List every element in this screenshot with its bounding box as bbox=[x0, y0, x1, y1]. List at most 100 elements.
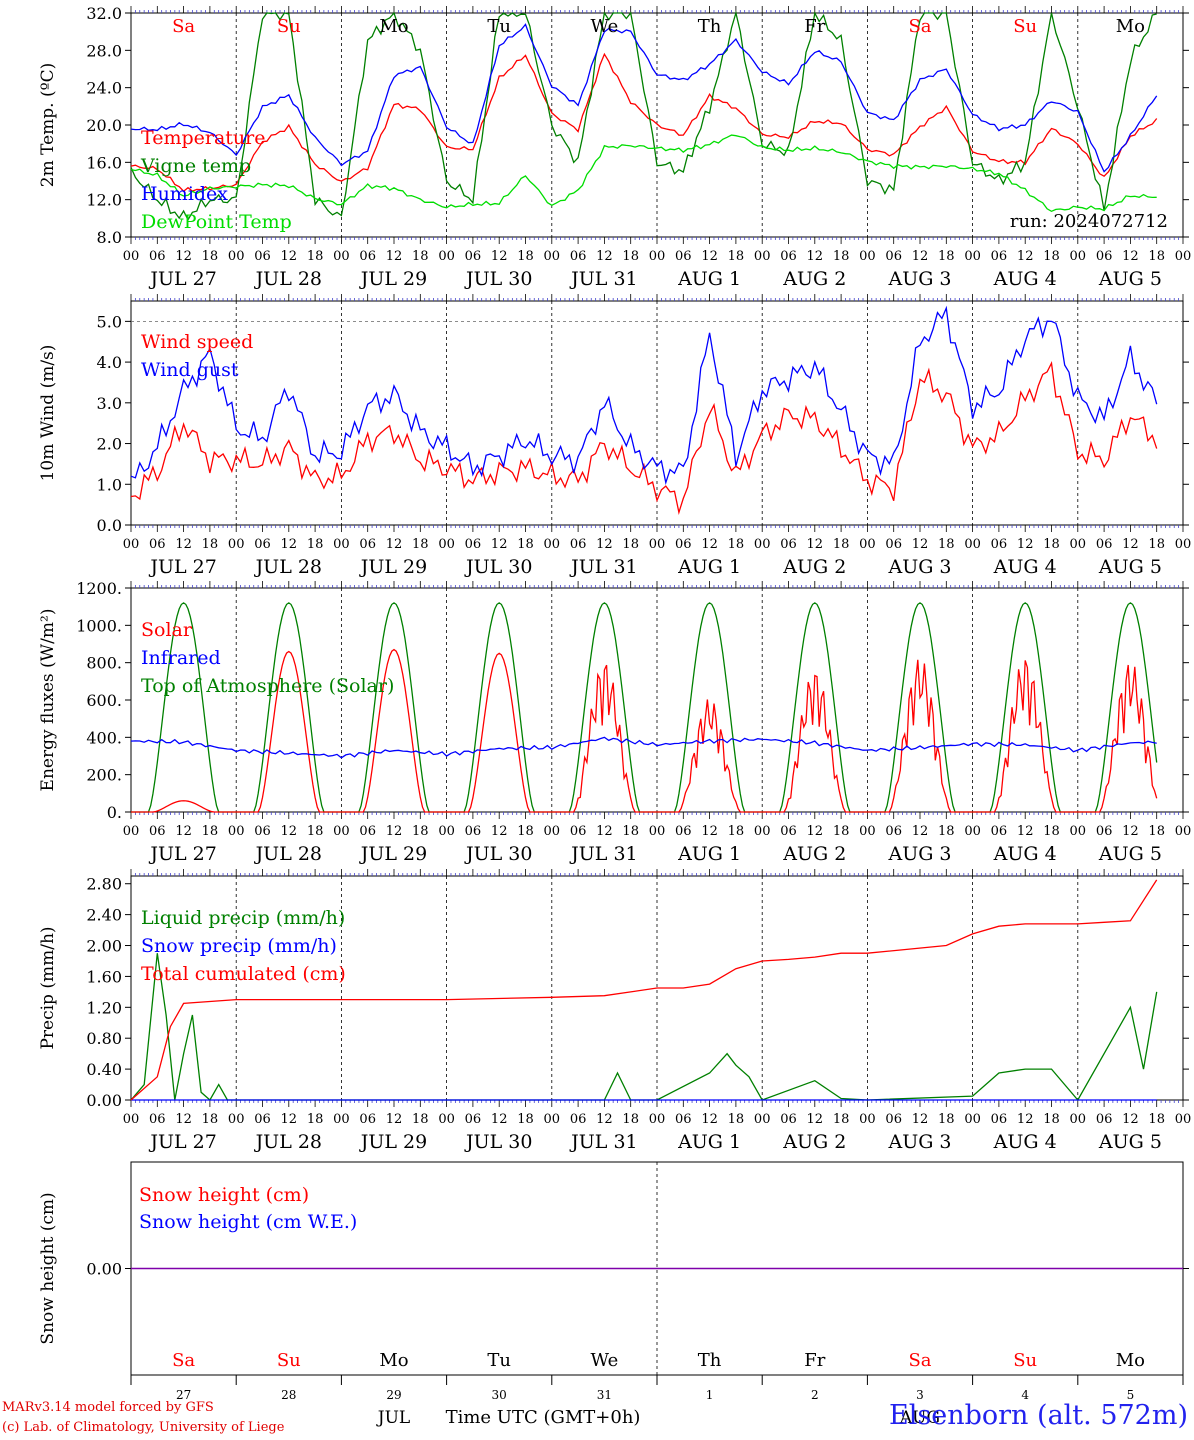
hour-tick-label: 00 bbox=[1070, 249, 1087, 264]
month-label: AUG bbox=[899, 1408, 940, 1428]
hour-tick-label: 00 bbox=[964, 1112, 981, 1127]
hour-tick-label: 06 bbox=[885, 537, 902, 552]
series-line-total-cumulated bbox=[130, 879, 1158, 1101]
series-line-dewpoint-temp bbox=[130, 134, 1157, 213]
date-label: JUL 27 bbox=[148, 1131, 216, 1153]
hour-tick-label: 06 bbox=[991, 249, 1008, 264]
hour-tick-label: 12 bbox=[175, 1112, 192, 1127]
hour-tick-label: 06 bbox=[780, 537, 797, 552]
hour-tick-label: 00 bbox=[438, 824, 455, 839]
plot-frame bbox=[130, 300, 1184, 526]
weekday-label: Sa bbox=[908, 1350, 931, 1371]
hour-tick-label: 00 bbox=[544, 537, 561, 552]
date-label: JUL 28 bbox=[254, 1131, 322, 1153]
hour-tick-label: 12 bbox=[491, 1112, 508, 1127]
y-tick-label: 0.40 bbox=[86, 1060, 122, 1079]
hour-tick-label: 18 bbox=[202, 537, 219, 552]
hour-tick-label: 12 bbox=[701, 249, 718, 264]
hour-tick-label: 18 bbox=[938, 1112, 955, 1127]
hour-tick-label: 00 bbox=[333, 249, 350, 264]
y-tick-label: 1.0 bbox=[97, 475, 122, 494]
weekday-label: Sa bbox=[908, 16, 931, 37]
hour-tick-label: 18 bbox=[622, 1112, 639, 1127]
hour-tick-label: 12 bbox=[386, 1112, 403, 1127]
date-label: AUG 5 bbox=[1098, 556, 1162, 578]
legend-entry: Vigne temp bbox=[140, 155, 251, 177]
hour-tick-label: 18 bbox=[202, 1112, 219, 1127]
hour-tick-label: 00 bbox=[859, 249, 876, 264]
hour-tick-label: 06 bbox=[254, 537, 271, 552]
date-label: AUG 5 bbox=[1098, 843, 1162, 865]
date-label: AUG 3 bbox=[887, 268, 951, 290]
hour-tick-label: 18 bbox=[833, 249, 850, 264]
date-label: JUL 29 bbox=[359, 556, 427, 578]
hour-tick-label: 18 bbox=[517, 537, 534, 552]
date-label: JUL 31 bbox=[569, 843, 637, 865]
hour-tick-label: 06 bbox=[991, 824, 1008, 839]
hour-tick-label: 00 bbox=[228, 249, 245, 264]
date-label: JUL 31 bbox=[569, 268, 637, 290]
hour-tick-label: 18 bbox=[1043, 249, 1060, 264]
lab-credit: (c) Lab. of Climatology, University of L… bbox=[2, 1420, 285, 1435]
hour-tick-label: 18 bbox=[1043, 1112, 1060, 1127]
hour-tick-label: 06 bbox=[465, 824, 482, 839]
run-annotation: run: 2024072712 bbox=[1010, 211, 1168, 232]
hour-tick-label: 00 bbox=[123, 249, 140, 264]
hour-tick-label: 12 bbox=[912, 537, 929, 552]
hour-tick-label: 18 bbox=[1148, 249, 1165, 264]
y-tick-label: 400. bbox=[86, 728, 122, 747]
month-label: JUL bbox=[376, 1408, 410, 1428]
hour-tick-label: 00 bbox=[964, 537, 981, 552]
y-tick-label: 20.0 bbox=[86, 116, 122, 135]
x-axis-title: Time UTC (GMT+0h) bbox=[446, 1407, 641, 1428]
y-tick-label: 600. bbox=[86, 691, 122, 710]
hour-tick-label: 18 bbox=[517, 1112, 534, 1127]
date-label: AUG 1 bbox=[677, 843, 741, 865]
date-label: JUL 27 bbox=[148, 843, 216, 865]
legend-entry: Temperature bbox=[141, 127, 265, 149]
series-line-wind-speed bbox=[130, 361, 1158, 515]
legend-entry: Top of Atmosphere (Solar) bbox=[141, 675, 394, 697]
hour-tick-label: 18 bbox=[412, 249, 429, 264]
date-label: AUG 5 bbox=[1098, 1131, 1162, 1153]
y-tick-label: 24.0 bbox=[86, 79, 122, 98]
hour-tick-label: 06 bbox=[570, 1112, 587, 1127]
hour-tick-label: 12 bbox=[912, 824, 929, 839]
day-number-label: 2 bbox=[811, 1388, 819, 1402]
series-line-solar bbox=[131, 648, 1158, 813]
weekday-label: Mo bbox=[379, 1350, 408, 1371]
date-label: AUG 1 bbox=[677, 268, 741, 290]
y-axis-label: 2m Temp. (ºC) bbox=[38, 63, 58, 188]
weekday-label: Fr bbox=[804, 16, 825, 37]
hour-tick-label: 12 bbox=[807, 537, 824, 552]
hour-tick-label: 12 bbox=[281, 824, 298, 839]
hour-tick-label: 00 bbox=[438, 249, 455, 264]
date-label: AUG 3 bbox=[887, 556, 951, 578]
legend-entry: Infrared bbox=[141, 647, 221, 669]
hour-tick-label: 06 bbox=[780, 824, 797, 839]
y-tick-label: 0.00 bbox=[86, 1091, 122, 1110]
hour-tick-label: 18 bbox=[307, 824, 324, 839]
hour-tick-label: 06 bbox=[885, 824, 902, 839]
hour-tick-label: 12 bbox=[175, 824, 192, 839]
y-tick-label: 1.20 bbox=[86, 998, 122, 1017]
hour-tick-label: 18 bbox=[833, 824, 850, 839]
hour-tick-label: 12 bbox=[491, 249, 508, 264]
weekday-label: Th bbox=[698, 1350, 722, 1371]
weekday-label: Sa bbox=[172, 16, 195, 37]
hour-tick-label: 12 bbox=[1017, 1112, 1034, 1127]
series-line-temperature bbox=[130, 52, 1158, 193]
day-number-label: 30 bbox=[492, 1388, 507, 1402]
hour-tick-label: 18 bbox=[833, 537, 850, 552]
hour-tick-label: 12 bbox=[912, 249, 929, 264]
hour-tick-label: 00 bbox=[859, 824, 876, 839]
y-tick-label: 1000. bbox=[76, 616, 122, 635]
hour-tick-label: 06 bbox=[465, 249, 482, 264]
date-label: AUG 3 bbox=[887, 1131, 951, 1153]
hour-tick-label: 12 bbox=[491, 537, 508, 552]
hour-tick-label: 06 bbox=[254, 824, 271, 839]
day-number-label: 27 bbox=[176, 1388, 191, 1402]
hour-tick-label: 00 bbox=[1175, 537, 1192, 552]
day-number-label: 1 bbox=[706, 1388, 714, 1402]
hour-tick-label: 18 bbox=[622, 249, 639, 264]
